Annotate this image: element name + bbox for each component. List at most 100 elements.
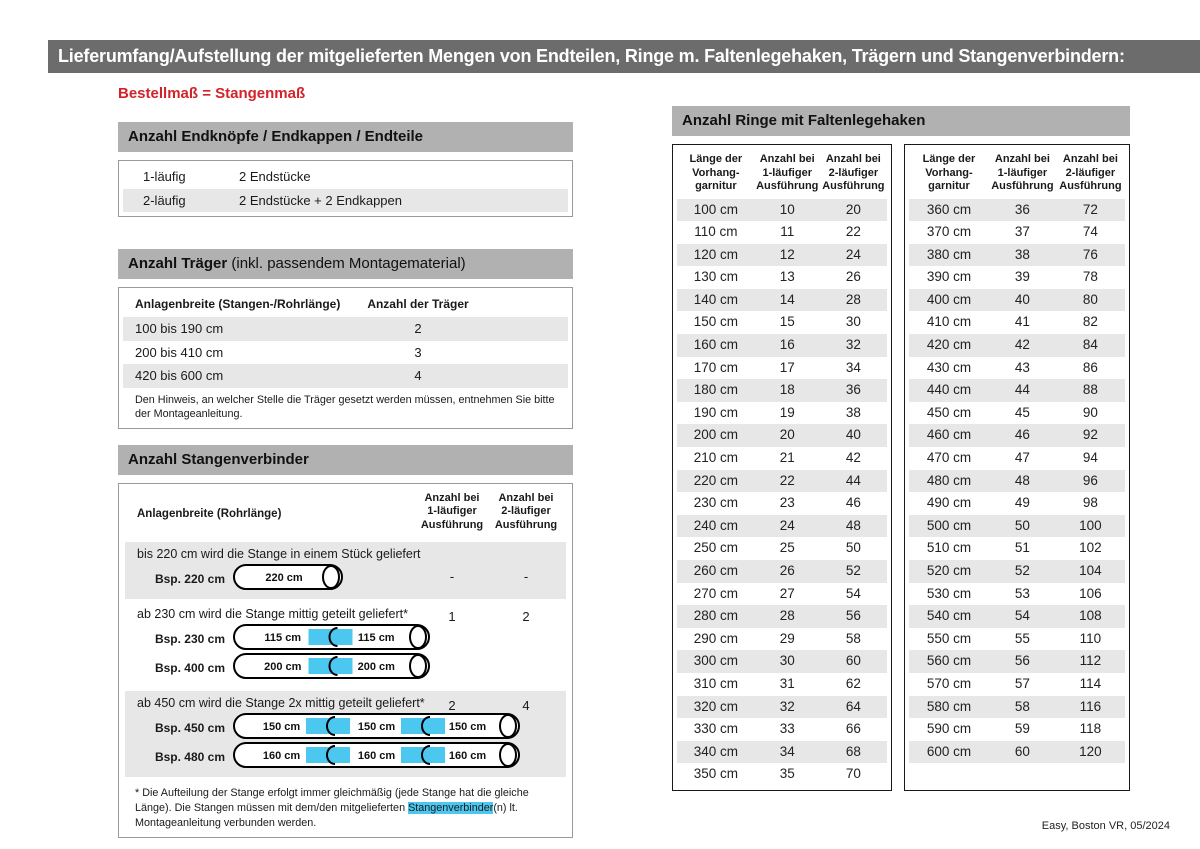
table-cell: 66 — [845, 721, 861, 737]
table-row: 420 cm 42 84 — [909, 334, 1125, 357]
table-cell: 530 cm — [926, 585, 972, 601]
table-cell: 46 — [1014, 427, 1030, 443]
table-cell: 2 Endstücke — [239, 169, 311, 184]
group-text: ab 450 cm wird die Stange 2x mittig gete… — [137, 695, 425, 710]
stangenverbinder-table: Anlagenbreite (Rohrlänge) Anzahl bei 1-l… — [118, 482, 573, 838]
table-cell: 20 — [779, 427, 795, 443]
verbinder-group-2: ab 230 cm wird die Stange mittig geteilt… — [125, 602, 566, 688]
table-row: 350 cm 35 70 — [677, 763, 887, 786]
table-row: 570 cm 57 114 — [909, 673, 1125, 696]
svg-text:220 cm: 220 cm — [265, 572, 303, 584]
table-cell: 24 — [779, 517, 795, 533]
traeger-table: Anlagenbreite (Stangen-/Rohrlänge) Anzah… — [118, 287, 573, 429]
table-row: 140 cm 14 28 — [677, 288, 887, 312]
table-cell: 450 cm — [926, 404, 972, 420]
table-cell: 29 — [779, 630, 795, 646]
table-row: 130 cm 13 26 — [677, 266, 887, 289]
table-cell: 68 — [845, 743, 861, 759]
table-cell: 82 — [1082, 314, 1098, 330]
table-cell: 33 — [779, 721, 795, 737]
table-cell: 104 — [1079, 563, 1102, 578]
value-2-laeufig: 4 — [522, 697, 530, 713]
table-row: 560 cm 56 112 — [909, 650, 1125, 673]
table-cell: 250 cm — [693, 540, 738, 556]
footnote-text: (n) lt. Montageanleitung verbunden werde… — [135, 801, 518, 829]
table-row: 590 cm 59 118 — [909, 718, 1125, 741]
table-cell: 56 — [845, 608, 861, 624]
table-cell: 55 — [1014, 630, 1030, 646]
table-cell: 98 — [1082, 495, 1098, 511]
column-header: Anlagenbreite (Rohrlänge) — [137, 507, 282, 520]
table-cell: 58 — [845, 630, 861, 646]
table-row: 550 cm 55 110 — [909, 628, 1125, 651]
table-cell: 220 cm — [693, 472, 738, 488]
section-header-stangenverbinder: Anzahl Stangenverbinder — [118, 444, 573, 475]
table-cell: 39 — [1014, 269, 1030, 285]
table-cell: 78 — [1082, 269, 1098, 285]
table-cell: 390 cm — [926, 269, 972, 285]
table-row: 480 cm 48 96 — [909, 469, 1125, 493]
rod-row: Bsp. 230 cm 115 cm 115 cm — [125, 623, 566, 654]
table-cell: 30 — [845, 314, 861, 330]
table-cell: 190 cm — [693, 404, 738, 420]
table-cell: 28 — [779, 608, 795, 624]
table-cell: 310 cm — [693, 675, 738, 691]
table-cell: 150 cm — [693, 314, 738, 330]
table-cell: 102 — [1079, 540, 1102, 556]
table-cell: 60 — [845, 653, 861, 669]
table-cell: 108 — [1079, 608, 1102, 624]
table-cell: 20 — [845, 201, 861, 217]
table-cell: 550 cm — [926, 630, 972, 646]
table-row: 110 cm 11 22 — [677, 221, 887, 244]
table-row: 360 cm 36 72 — [909, 198, 1125, 222]
table-cell: 43 — [1014, 359, 1030, 375]
table-row: 380 cm 38 76 — [909, 243, 1125, 267]
table-row: 1-läufig 2 Endstücke — [123, 165, 568, 189]
table-row: 270 cm 27 54 — [677, 583, 887, 606]
table-cell: 380 cm — [926, 246, 972, 262]
svg-text:160 cm: 160 cm — [358, 750, 396, 762]
table-cell: 44 — [1014, 382, 1030, 398]
table-cell: 350 cm — [693, 766, 738, 782]
table-row: 150 cm 15 30 — [677, 311, 887, 334]
table-row: 440 cm 44 88 — [909, 379, 1125, 402]
table-cell: 94 — [1082, 450, 1098, 466]
svg-text:150 cm: 150 cm — [358, 721, 396, 733]
verbinder-group-1: bis 220 cm wird die Stange in einem Stüc… — [125, 541, 566, 599]
value-1-laeufig: - — [449, 568, 455, 584]
table-cell: 140 cm — [693, 291, 738, 307]
section-header-traeger: Anzahl Träger (inkl. passendem Montagema… — [118, 249, 573, 279]
page-title-bar: Lieferumfang/Aufstellung der mitgeliefer… — [48, 40, 1200, 73]
table-cell: 480 cm — [926, 472, 972, 488]
table-cell: 76 — [1082, 246, 1098, 262]
table-cell: 120 cm — [693, 246, 738, 262]
table-cell: 2-läufig — [143, 192, 186, 208]
table-header-row: Anlagenbreite (Stangen-/Rohrlänge) Anzah… — [123, 292, 568, 317]
table-cell: 100 bis 190 cm — [135, 321, 224, 336]
table-row: 340 cm 34 68 — [677, 740, 887, 764]
table-cell: 118 — [1079, 721, 1102, 737]
table-cell: 53 — [1014, 585, 1030, 601]
table-cell: 260 cm — [693, 563, 738, 578]
rod-row: Bsp. 450 cm 150 cm 150 cm 150 cm — [125, 712, 566, 743]
column-header: Anzahl bei 1-läufiger Ausführung — [420, 491, 484, 531]
table-cell: 86 — [1082, 359, 1098, 375]
table-cell: 25 — [779, 540, 795, 556]
value-2-laeufig: 2 — [522, 608, 530, 624]
rod-row: Bsp. 220 cm 220 cm — [125, 563, 566, 594]
table-cell: 270 cm — [693, 585, 738, 601]
table-row: 410 cm 41 82 — [909, 311, 1125, 334]
table-row: 400 cm 40 80 — [909, 288, 1125, 312]
table-row: 250 cm 25 50 — [677, 537, 887, 560]
table-row: 200 cm 20 40 — [677, 424, 887, 448]
table-cell: 112 — [1079, 653, 1102, 669]
table-cell: 37 — [1014, 224, 1030, 240]
table-header-row: Anlagenbreite (Rohrlänge) Anzahl bei 1-l… — [125, 488, 566, 542]
table-row: 300 cm 30 60 — [677, 650, 887, 673]
endteile-table: 1-läufig 2 Endstücke 2-läufig 2 Endstück… — [118, 160, 573, 217]
table-cell: 230 cm — [693, 495, 738, 511]
table-row: 490 cm 49 98 — [909, 492, 1125, 515]
table-row: 430 cm 43 86 — [909, 357, 1125, 380]
table-cell: 74 — [1082, 224, 1098, 240]
table-cell: 84 — [1082, 337, 1098, 353]
